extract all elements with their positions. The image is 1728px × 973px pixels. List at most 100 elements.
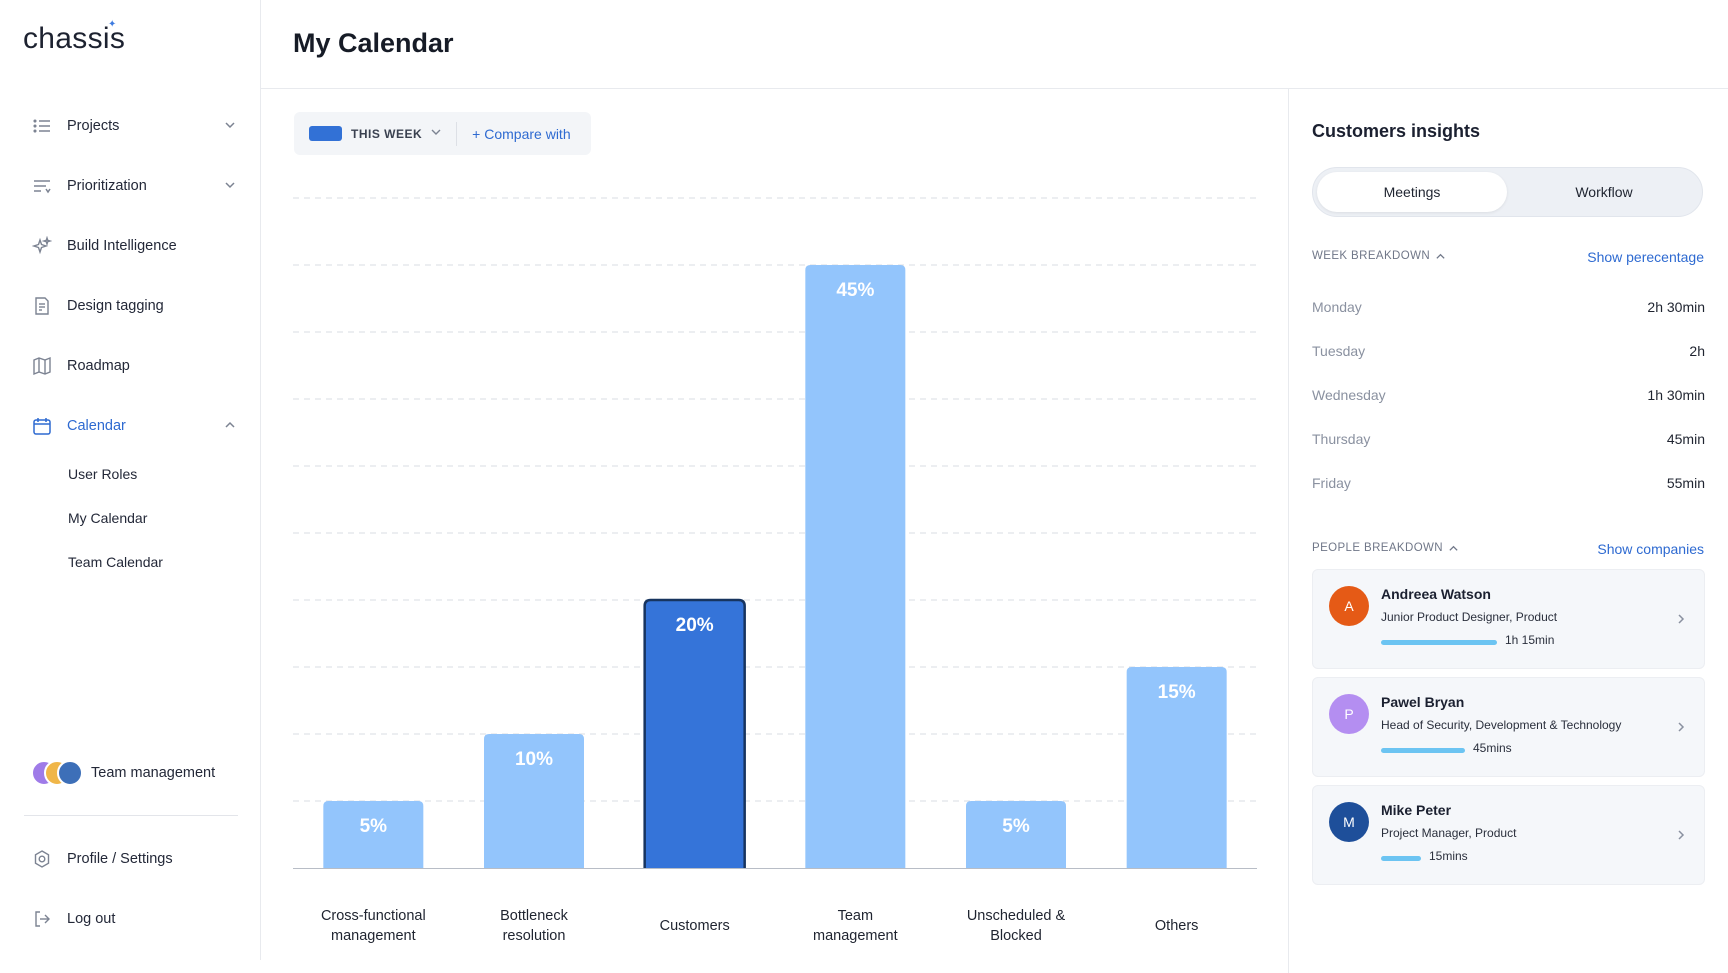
person-name: Mike Peter bbox=[1381, 802, 1452, 818]
chevron-down-icon[interactable] bbox=[430, 125, 442, 143]
map-icon bbox=[31, 355, 53, 377]
sidebar-item-label: Build Intelligence bbox=[67, 238, 177, 254]
x-tick-label: management bbox=[813, 928, 898, 944]
person-card[interactable]: M Mike Peter Project Manager, Product 15… bbox=[1312, 785, 1705, 885]
compare-with-button[interactable]: + Compare with bbox=[472, 125, 571, 142]
avatar bbox=[57, 760, 83, 786]
bar-data-label: 5% bbox=[360, 816, 388, 837]
week-day-row: Monday 2h 30min bbox=[1312, 299, 1705, 319]
app-logo[interactable]: chassis ✦ bbox=[23, 19, 125, 56]
calendar-icon bbox=[31, 415, 53, 437]
time-progress-bar bbox=[1381, 640, 1497, 645]
sidebar-subitem-user-roles[interactable]: User Roles bbox=[68, 466, 138, 482]
show-companies-link[interactable]: Show companies bbox=[1597, 541, 1704, 557]
tab-meetings[interactable]: Meetings bbox=[1317, 172, 1507, 212]
filter-lines-icon bbox=[31, 175, 53, 197]
list-icon bbox=[31, 115, 53, 137]
day-label: Thursday bbox=[1312, 431, 1371, 447]
day-label: Friday bbox=[1312, 475, 1351, 491]
sidebar-item-build-intelligence[interactable]: Build Intelligence bbox=[31, 234, 237, 258]
avatar: M bbox=[1329, 802, 1369, 842]
day-value: 2h 30min bbox=[1647, 299, 1705, 315]
chevron-down-icon bbox=[223, 118, 237, 137]
sidebar: chassis ✦ Projects Prioritization Build … bbox=[0, 0, 261, 960]
chart-bar-highlighted bbox=[643, 598, 746, 868]
day-value: 2h bbox=[1689, 343, 1705, 359]
panel-title: Customers insights bbox=[1312, 121, 1481, 141]
sidebar-item-prioritization[interactable]: Prioritization bbox=[31, 174, 237, 198]
chevron-down-icon bbox=[223, 178, 237, 197]
avatar: P bbox=[1329, 694, 1369, 734]
period-select[interactable]: THIS WEEK bbox=[351, 126, 423, 141]
bar-data-label: 10% bbox=[515, 749, 553, 770]
sidebar-item-design-tagging[interactable]: Design tagging bbox=[31, 294, 237, 318]
page-title: My Calendar bbox=[293, 28, 454, 58]
x-tick-label: Cross-functional bbox=[321, 908, 426, 924]
x-tick-label: Unscheduled & bbox=[967, 908, 1066, 924]
chevron-right-icon bbox=[1674, 828, 1688, 847]
person-card[interactable]: A Andreea Watson Junior Product Designer… bbox=[1312, 569, 1705, 669]
sidebar-item-label: Roadmap bbox=[67, 358, 130, 374]
people-breakdown-header: PEOPLE BREAKDOWN bbox=[1312, 542, 1444, 554]
sidebar-subitem-team-calendar[interactable]: Team Calendar bbox=[68, 554, 163, 570]
person-time: 15mins bbox=[1429, 849, 1468, 863]
show-percentage-link[interactable]: Show perecentage bbox=[1587, 249, 1704, 265]
person-card[interactable]: P Pawel Bryan Head of Security, Developm… bbox=[1312, 677, 1705, 777]
bar-data-label: 5% bbox=[1002, 816, 1030, 837]
series-color-swatch bbox=[309, 126, 342, 141]
person-role: Head of Security, Development & Technolo… bbox=[1381, 718, 1622, 732]
chevron-up-icon bbox=[1449, 545, 1458, 551]
sidebar-subitem-my-calendar[interactable]: My Calendar bbox=[68, 510, 148, 526]
person-role: Junior Product Designer, Product bbox=[1381, 610, 1558, 624]
person-role: Project Manager, Product bbox=[1381, 826, 1517, 840]
sidebar-divider bbox=[24, 815, 238, 816]
time-allocation-bar-chart: 5% Cross-functional management 10% Bottlenec… bbox=[293, 197, 1257, 944]
sidebar-item-label: Design tagging bbox=[67, 298, 164, 314]
x-tick-label: Customers bbox=[660, 918, 730, 934]
sidebar-item-label: Prioritization bbox=[67, 178, 147, 194]
bar-data-label: 45% bbox=[836, 280, 874, 301]
person-time: 45mins bbox=[1473, 741, 1512, 755]
week-day-row: Wednesday 1h 30min bbox=[1312, 387, 1705, 407]
team-management-link[interactable]: Team management bbox=[31, 760, 215, 786]
sidebar-item-projects[interactable]: Projects bbox=[31, 114, 237, 138]
sidebar-item-label: Projects bbox=[67, 118, 120, 134]
day-value: 55min bbox=[1666, 475, 1705, 491]
week-breakdown-toggle[interactable]: WEEK BREAKDOWN bbox=[1312, 250, 1446, 262]
day-label: Wednesday bbox=[1312, 387, 1386, 403]
people-breakdown-toggle[interactable]: PEOPLE BREAKDOWN bbox=[1312, 542, 1459, 554]
sidebar-item-label: Calendar bbox=[67, 418, 126, 434]
customers-insights-panel: Customers insights Meetings Workflow WEE… bbox=[1288, 89, 1728, 973]
x-tick-label: Team bbox=[838, 908, 873, 924]
logout-icon bbox=[31, 908, 53, 930]
sidebar-item-roadmap[interactable]: Roadmap bbox=[31, 354, 237, 378]
logout-label: Log out bbox=[67, 911, 116, 927]
tab-workflow[interactable]: Workflow bbox=[1575, 184, 1633, 200]
logo-sparkle-icon: ✦ bbox=[108, 19, 117, 30]
person-name: Pawel Bryan bbox=[1381, 694, 1465, 710]
chart-bar bbox=[1126, 667, 1227, 868]
sparkles-icon bbox=[31, 235, 53, 257]
filter-divider bbox=[456, 121, 458, 146]
time-progress-bar bbox=[1381, 856, 1421, 861]
week-day-row: Friday 55min bbox=[1312, 475, 1705, 495]
week-day-row: Thursday 45min bbox=[1312, 431, 1705, 451]
day-label: Tuesday bbox=[1312, 343, 1366, 359]
x-tick-label: management bbox=[331, 928, 416, 944]
chevron-right-icon bbox=[1674, 720, 1688, 739]
profile-settings-link[interactable]: Profile / Settings bbox=[31, 847, 237, 871]
avatar: A bbox=[1329, 586, 1369, 626]
sidebar-item-calendar[interactable]: Calendar bbox=[31, 414, 237, 438]
chart-bar bbox=[966, 801, 1066, 868]
x-tick-label: resolution bbox=[503, 928, 566, 944]
x-tick-label: Blocked bbox=[990, 928, 1042, 944]
day-value: 45min bbox=[1666, 431, 1705, 447]
team-management-label: Team management bbox=[91, 765, 216, 781]
x-tick-label: Bottleneck bbox=[500, 908, 568, 924]
week-day-row: Tuesday 2h bbox=[1312, 343, 1705, 363]
logout-link[interactable]: Log out bbox=[31, 907, 237, 931]
day-value: 1h 30min bbox=[1647, 387, 1705, 403]
team-avatars bbox=[31, 760, 87, 786]
chart-bar bbox=[323, 801, 424, 868]
gear-icon bbox=[31, 848, 53, 870]
